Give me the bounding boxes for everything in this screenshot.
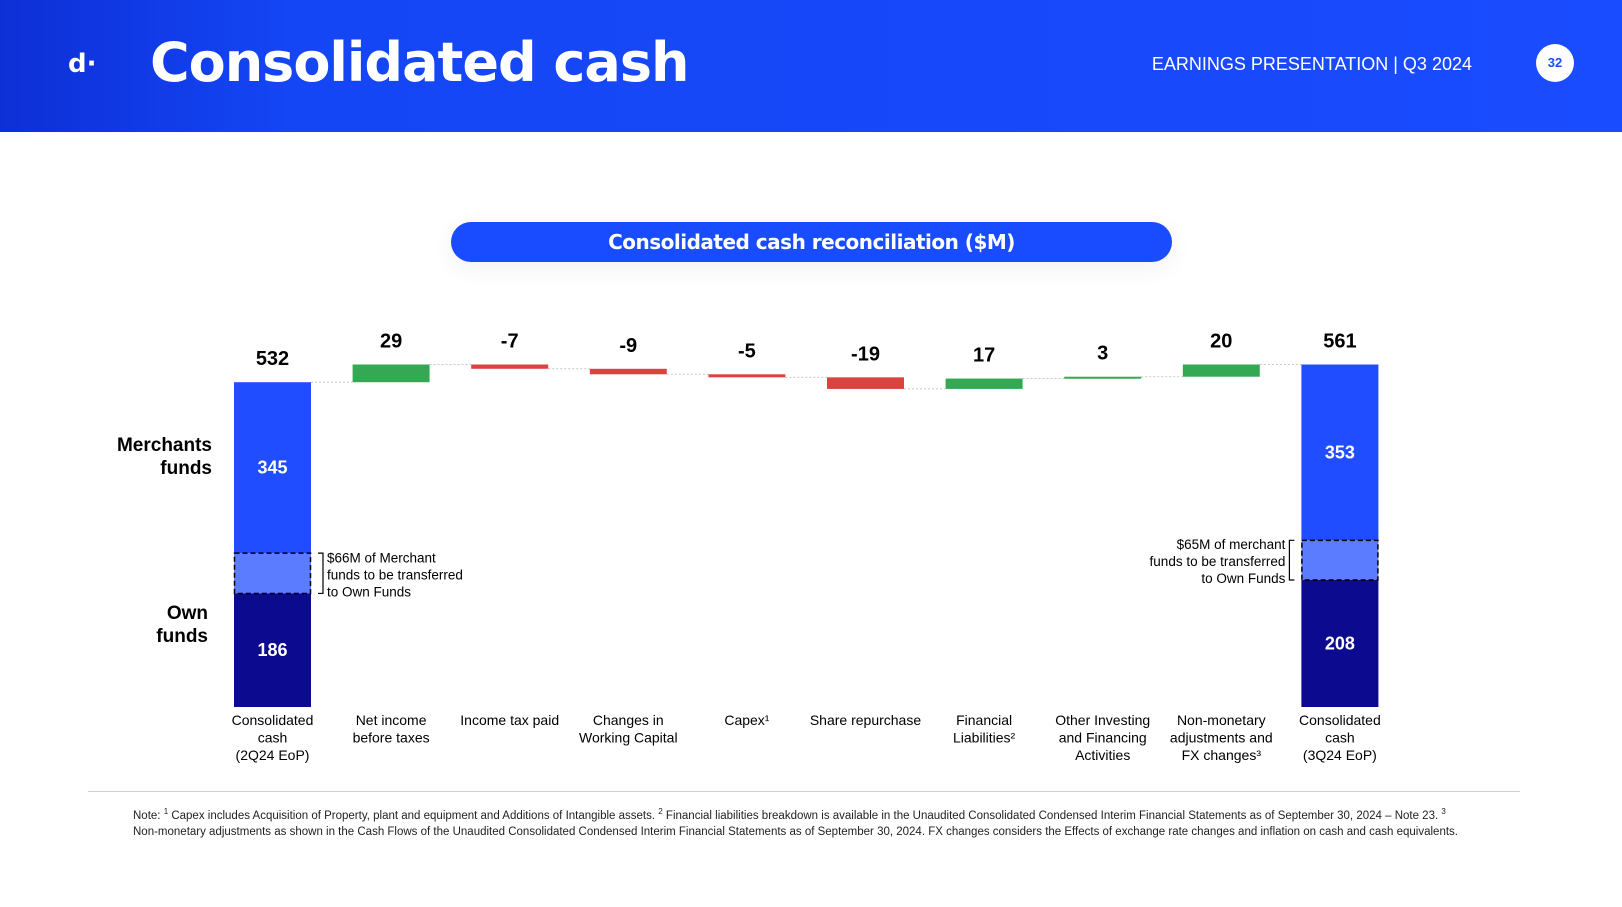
decrease-bar (827, 377, 904, 389)
category-label: before taxes (353, 730, 430, 746)
merchant-funds-bar (1301, 364, 1379, 541)
category-label: Activities (1075, 747, 1130, 763)
transfer-segment-bar (234, 553, 311, 594)
category-label: Income tax paid (460, 712, 559, 728)
bar-value-label: 3 (1097, 343, 1108, 365)
bar-value-label: -9 (619, 335, 637, 357)
end-transfer-bracket (1288, 539, 1295, 581)
merchants-funds-label: Merchants funds (116, 435, 212, 479)
presentation-subtitle: EARNINGS PRESENTATION | Q3 2024 (1151, 54, 1472, 74)
bar-value-label: 29 (380, 331, 402, 353)
footnote-divider (88, 791, 1520, 792)
chart-title: Consolidated cash reconciliation ($M) (451, 222, 1172, 262)
increase-bar (945, 378, 1023, 389)
category-label: and Financing (1059, 730, 1147, 746)
category-label: Non-monetary (1177, 712, 1266, 728)
bar-value-label: 20 (1210, 331, 1232, 353)
own-funds-bar (1301, 580, 1379, 707)
merchant-funds-value-label: 353 (1325, 442, 1355, 462)
category-label: Liabilities² (953, 730, 1016, 746)
footnote-sup-3: 3 (1441, 807, 1446, 816)
category-label: (2Q24 EoP) (236, 747, 310, 763)
own-funds-label: Own funds (156, 603, 208, 647)
category-label: cash (258, 730, 288, 746)
footnote-text-3: Non-monetary adjustments as shown in the… (133, 826, 1458, 839)
category-label: Capex¹ (724, 712, 769, 728)
category-label: FX changes³ (1182, 747, 1262, 763)
bar-value-label: -19 (851, 343, 880, 365)
own-funds-bar (234, 593, 311, 707)
increase-bar (352, 364, 430, 383)
category-label: (3Q24 EoP) (1303, 747, 1377, 763)
transfer-segment-bar (1301, 540, 1379, 581)
start-bracket-note: to Own Funds (327, 584, 411, 599)
footnote-prefix: Note: (133, 809, 164, 822)
footnote-sup-1: 1 (163, 807, 169, 816)
decrease-bar (708, 374, 786, 378)
start-transfer-bracket (318, 552, 324, 595)
decrease-bar (589, 368, 667, 375)
increase-bar (1064, 376, 1142, 379)
category-label: Financial (956, 712, 1012, 728)
bar-value-label: -7 (501, 331, 519, 353)
merchant-funds-value-label: 345 (257, 458, 287, 478)
bar-value-label: 532 (256, 348, 289, 370)
header-band: d· Consolidated cash EARNINGS PRESENTATI… (0, 0, 1622, 132)
category-label: cash (1325, 730, 1355, 746)
own-funds-value-label: 208 (1325, 634, 1355, 654)
end-bracket-note: funds to be transferred (1150, 554, 1286, 569)
start-bracket-note: funds to be transferred (327, 567, 463, 582)
footnote-text-1: Capex includes Acquisition of Property, … (168, 809, 659, 822)
bar-value-label: 561 (1323, 331, 1356, 353)
transfer-dashed-outline (1301, 539, 1379, 581)
start-bracket-note: $66M of Merchant (327, 550, 436, 565)
increase-bar (1182, 364, 1260, 377)
bar-value-label: -5 (738, 340, 756, 362)
merchant-funds-bar (234, 382, 311, 554)
decrease-bar (471, 364, 549, 369)
company-logo: d· (68, 49, 97, 79)
footnote-text-2: Financial liabilities breakdown is avail… (662, 809, 1442, 822)
category-label: Changes in (593, 712, 664, 728)
category-label: Net income (356, 712, 427, 728)
footnote-sup-2: 2 (658, 807, 663, 816)
transfer-dashed-outline (233, 552, 312, 595)
category-label: Share repurchase (810, 712, 922, 728)
category-label: Other Investing (1055, 712, 1150, 728)
own-funds-value-label: 186 (257, 640, 287, 660)
category-label: Consolidated (232, 712, 314, 728)
page-title: Consolidated cash (150, 31, 689, 94)
end-bracket-note: to Own Funds (1201, 571, 1285, 586)
page-number-badge: 32 (1536, 44, 1574, 82)
bar-value-label: 17 (973, 345, 995, 367)
category-label: Consolidated (1299, 712, 1381, 728)
category-label: Working Capital (579, 730, 678, 746)
end-bracket-note: $65M of merchant (1177, 537, 1286, 552)
footnote: Note: 1 Capex includes Acquisition of Pr… (133, 804, 1463, 841)
category-label: adjustments and (1170, 730, 1273, 746)
